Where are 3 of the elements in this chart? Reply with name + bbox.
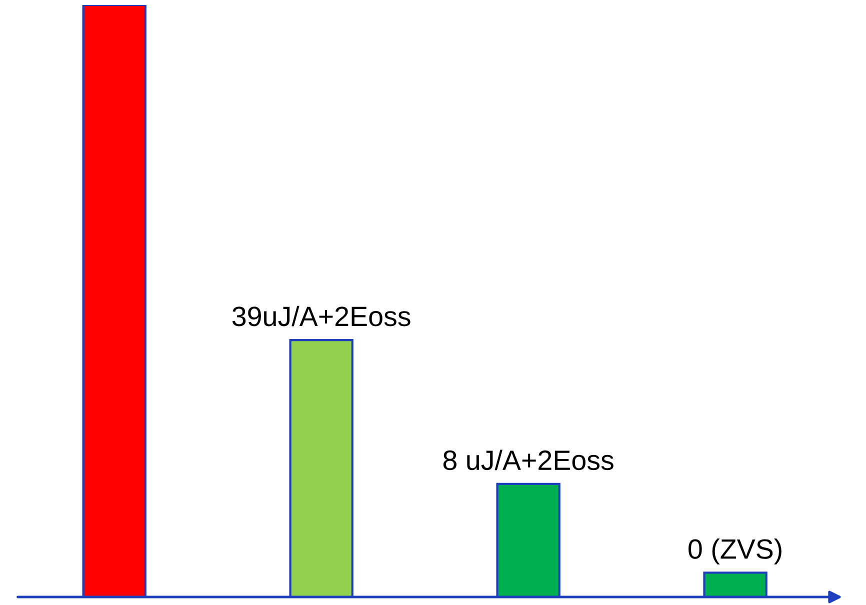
annotation: 0 (ZVS) [688, 538, 782, 564]
annotation: 8 uJ/A+2Eoss [443, 450, 614, 470]
annotation: 39uJ/A+2Eoss [232, 306, 410, 326]
